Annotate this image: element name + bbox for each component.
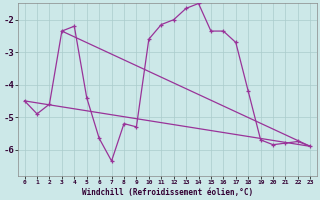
X-axis label: Windchill (Refroidissement éolien,°C): Windchill (Refroidissement éolien,°C) — [82, 188, 253, 197]
